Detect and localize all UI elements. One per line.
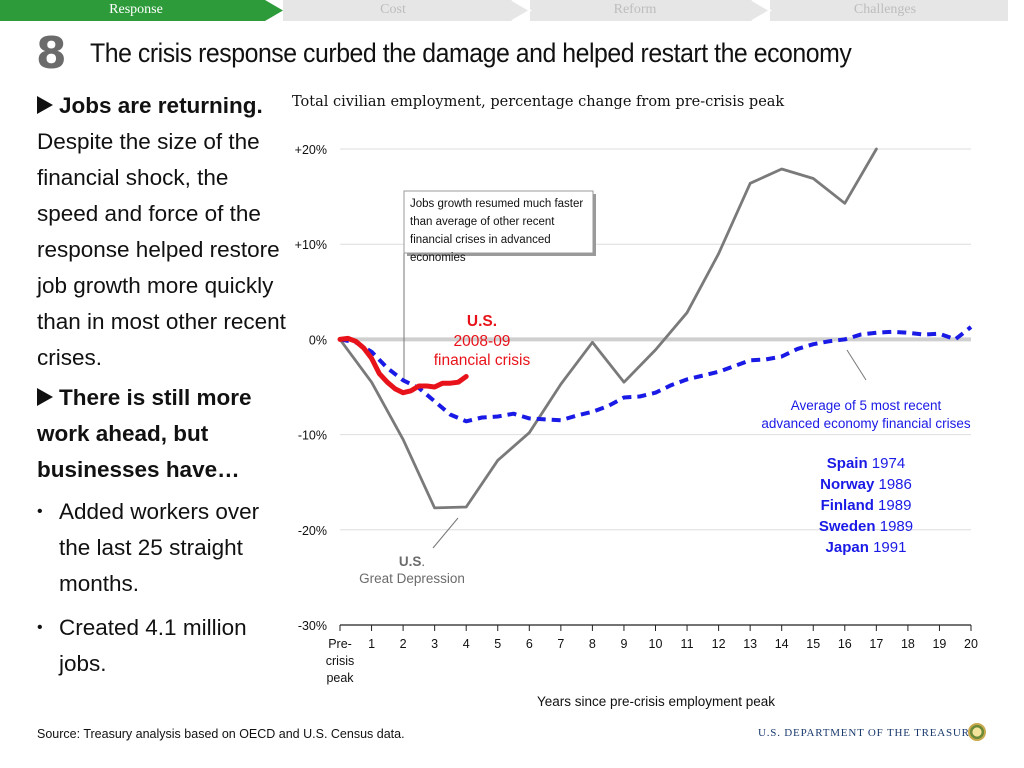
x-tick-label: 7 <box>557 637 564 651</box>
depression-label-rest: Great Depression <box>359 571 465 586</box>
nav-tab-reform[interactable]: Reform <box>613 2 657 17</box>
country-item: Finland 1989 <box>821 497 912 514</box>
nav-tab-cost[interactable]: Cost <box>380 2 406 17</box>
slide-number: 8 <box>36 28 67 79</box>
x-tick-label: 10 <box>649 637 663 651</box>
depression-label-bold: U.S <box>399 554 422 569</box>
us-2008-label: 2008-09 financial crisis <box>434 333 531 369</box>
us-2008-label-bold: U.S. <box>467 313 497 330</box>
x-tick-label: 3 <box>431 637 438 651</box>
nav-tab-challenges[interactable]: Challenges <box>853 2 917 17</box>
series-line-1 <box>339 325 973 424</box>
x-tick-label: 4 <box>463 637 470 651</box>
x-tick-label: Pre-crisis peak <box>326 637 355 685</box>
source-note: Source: Treasury analysis based on OECD … <box>37 727 405 741</box>
list-item: • Added workers over the last 25 straigh… <box>37 494 287 602</box>
y-axis-ticks: +20% +10% 0% -10% -20% -30% <box>295 143 327 633</box>
average-leader-line <box>846 349 867 381</box>
depression-leader-line <box>432 517 459 549</box>
paragraph-work-ahead: There is still more work ahead, but busi… <box>37 380 287 488</box>
series-lines <box>337 147 973 510</box>
nav-chevron-cost[interactable] <box>283 0 530 21</box>
bullet-dot-icon: • <box>37 503 43 520</box>
x-tick-label: 16 <box>838 637 852 651</box>
x-tick-label: 19 <box>932 637 946 651</box>
x-tick-label: 6 <box>526 637 533 651</box>
paragraph-body: Despite the size of the financial shock,… <box>37 129 286 370</box>
paragraph-jobs-returning: Jobs are returning. Despite the size of … <box>37 88 287 376</box>
x-tick-label: 9 <box>620 637 627 651</box>
x-tick-label: 2 <box>400 637 407 651</box>
depression-label: U.S. <box>399 554 425 569</box>
x-tick-label: 12 <box>712 637 726 651</box>
country-item: Japan 1991 <box>826 539 907 556</box>
triangle-bullet-icon <box>37 388 53 406</box>
x-tick-label: 17 <box>869 637 883 651</box>
nav-chevron-reform[interactable] <box>530 0 770 21</box>
country-item: Sweden 1989 <box>819 518 913 535</box>
x-tick-label: 1 <box>368 637 375 651</box>
callout-text: Jobs growth resumed much faster than ave… <box>410 198 584 264</box>
nav-chevron-challenges[interactable] <box>770 0 1008 21</box>
y-tick-label: +20% <box>295 143 327 157</box>
page-title: The crisis response curbed the damage an… <box>90 38 852 68</box>
x-axis-label: Years since pre-crisis employment peak <box>537 694 775 709</box>
country-list: Spain 1974 Norway 1986 Finland 1989 Sweden … <box>819 455 913 556</box>
nav-chevrons <box>0 0 1008 21</box>
section-nav: Response Cost Reform Challenges <box>0 0 1008 21</box>
country-item: Norway 1986 <box>820 476 912 493</box>
x-tick-label: 14 <box>775 637 789 651</box>
average-label: Average of 5 most recent advanced economy… <box>761 398 971 431</box>
bullet-dot-icon: • <box>37 619 43 636</box>
x-tick-label: 15 <box>806 637 820 651</box>
x-tick-label: 18 <box>901 637 915 651</box>
triangle-bullet-icon <box>37 96 53 114</box>
paragraph-heading: There is still more work ahead, but busi… <box>37 385 252 482</box>
list-item: • Created 4.1 million jobs. <box>37 610 287 682</box>
left-text-column: Jobs are returning. Despite the size of … <box>37 88 287 682</box>
y-tick-label: -30% <box>298 619 327 633</box>
treasury-seal-icon <box>968 723 986 741</box>
series-line-0 <box>338 147 878 510</box>
x-tick-label: 8 <box>589 637 596 651</box>
x-tick-label: 11 <box>681 637 694 651</box>
nav-chevron-response[interactable] <box>0 0 283 21</box>
x-tick-label: 5 <box>494 637 501 651</box>
series-line-2 <box>337 335 469 396</box>
department-name: U.S. DEPARTMENT OF THE TREASURY <box>758 727 978 739</box>
country-item: Spain 1974 <box>827 455 905 472</box>
grid-lines <box>340 148 971 626</box>
chart-title: Total civilian employment, percentage ch… <box>292 94 785 110</box>
paragraph-heading: Jobs are returning. <box>59 93 263 118</box>
y-tick-label: -10% <box>298 429 327 443</box>
x-tick-label: 13 <box>743 637 757 651</box>
callout-box <box>403 190 594 254</box>
nav-tab-response[interactable]: Response <box>109 2 163 17</box>
y-tick-label: +10% <box>295 238 327 252</box>
y-tick-label: -20% <box>298 524 327 538</box>
x-tick-label: 20 <box>964 637 978 651</box>
y-tick-label: 0% <box>309 333 327 347</box>
